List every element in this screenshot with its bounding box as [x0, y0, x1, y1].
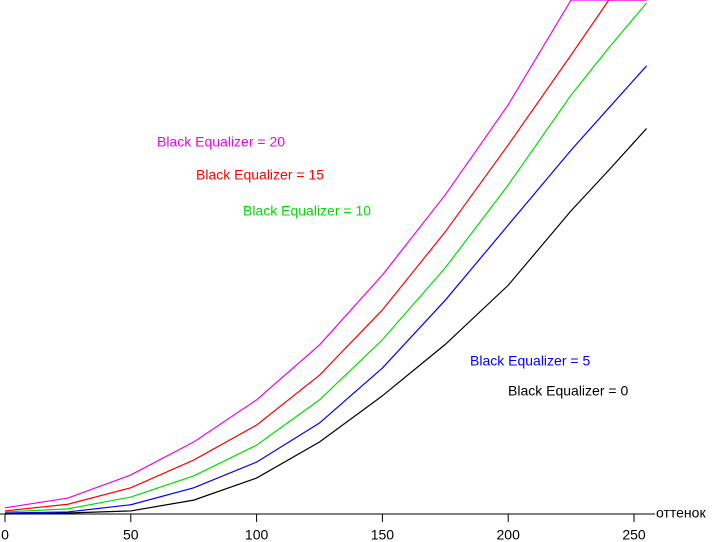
- x-tick-label: 50: [123, 527, 139, 542]
- x-tick-label: 250: [622, 527, 646, 542]
- series-label: Black Equalizer = 10: [243, 203, 371, 219]
- x-tick-label: 150: [371, 527, 395, 542]
- x-tick-label: 100: [245, 527, 269, 542]
- x-tick-label: 200: [497, 527, 521, 542]
- series-label: Black Equalizer = 20: [157, 134, 285, 150]
- series-label: Black Equalizer = 15: [196, 167, 324, 183]
- series-label: Black Equalizer = 0: [508, 383, 628, 399]
- x-tick-label: 0: [1, 527, 9, 542]
- series-line: [4, 128, 648, 515]
- x-axis-label: оттенок: [656, 505, 706, 521]
- series-line: [4, 65, 648, 514]
- series-line: [4, 0, 647, 512]
- series-line: [4, 2, 648, 513]
- series-label: Black Equalizer = 5: [470, 353, 590, 369]
- series-line: [4, 0, 647, 509]
